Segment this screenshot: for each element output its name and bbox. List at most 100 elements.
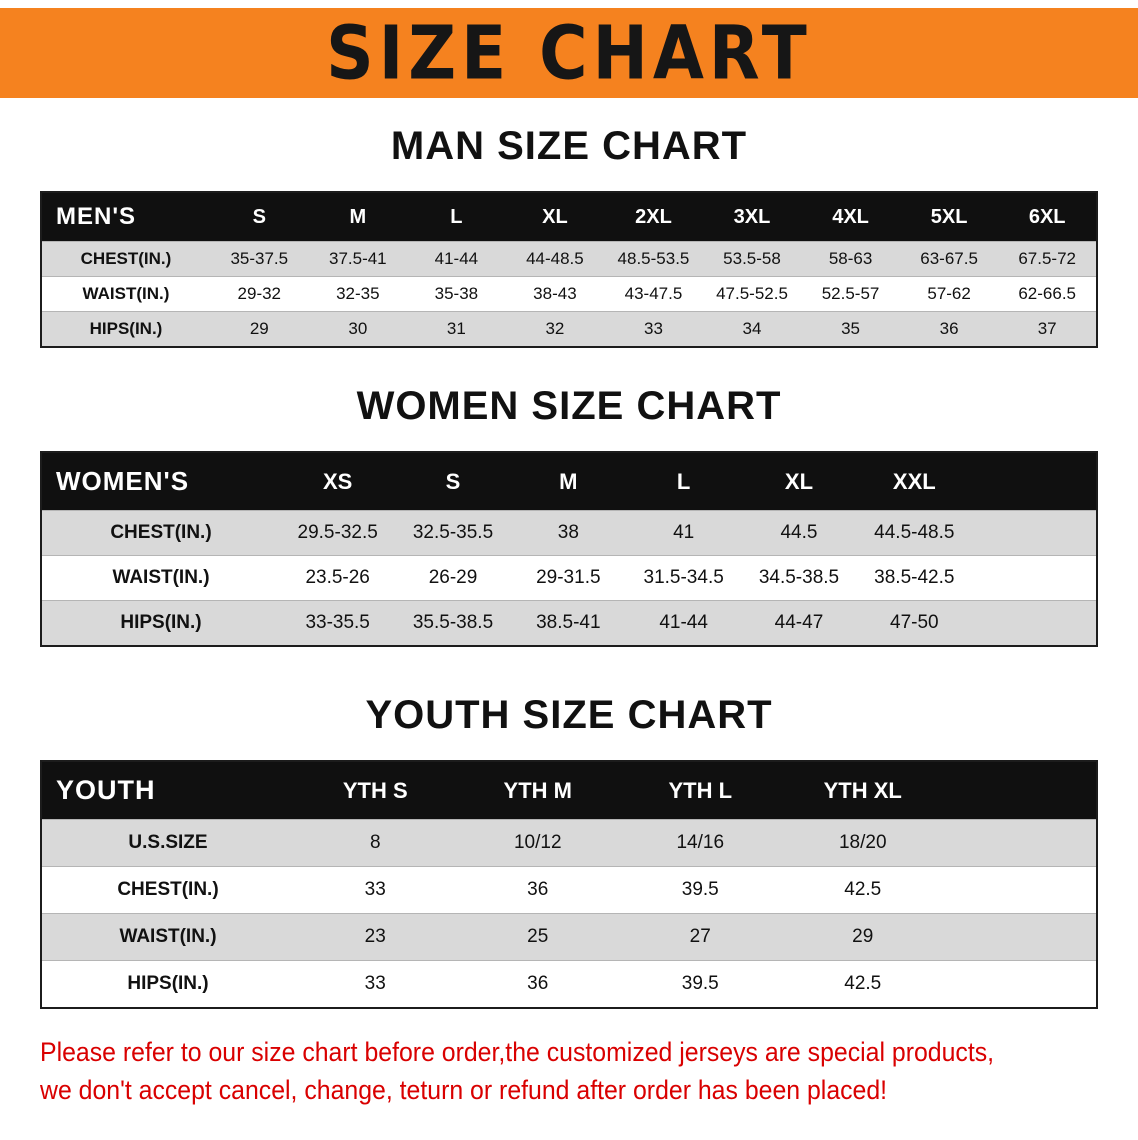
filler-cell [972,510,1097,556]
women-section-heading: WOMEN SIZE CHART [356,384,782,428]
measurement-row: HIPS(IN.) 29 30 31 32 33 34 35 36 37 [41,311,1097,347]
measurement-value: 32.5-35.5 [395,510,511,556]
measurement-value: 52.5-57 [801,276,900,312]
size-column-header: YTH XL [781,761,944,820]
measurement-row: HIPS(IN.) 33-35.5 35.5-38.5 38.5-41 41-44 44-… [41,600,1097,646]
measurement-value: 38 [510,510,626,556]
measurement-value: 63-67.5 [899,241,999,277]
measurement-value: 29.5-32.5 [280,510,396,556]
size-column-header: YTH S [294,761,457,820]
youth-section-heading: YOUTH SIZE CHART [365,693,773,737]
size-header-row: MEN'S S M L XL 2XL 3XL 4XL 5XL 6XL [41,192,1097,242]
filler-cell [944,866,1097,914]
size-chart-page: SIZE CHART MAN SIZE CHART MEN'S S M L XL 2XL 3… [0,8,1138,1110]
size-column-header: 3XL [702,192,802,242]
disclaimer-line-2: we don't accept cancel, change, teturn o… [40,1075,888,1106]
measurement-value: 34.5-38.5 [741,555,857,601]
measurement-label: WAIST(IN.) [41,913,294,961]
measurement-value: 8 [294,819,457,867]
measurement-label: U.S.SIZE [41,819,294,867]
measurement-value: 18/20 [781,819,944,867]
filler-cell [972,555,1097,601]
measurement-row: WAIST(IN.) 23.5-26 26-29 29-31.5 31.5-34.5 34… [41,555,1097,601]
disclaimer-line-1: Please refer to our size chart before or… [40,1037,995,1067]
measurement-value: 41-44 [407,241,506,277]
measurement-row: CHEST(IN.) 33 36 39.5 42.5 [41,866,1097,914]
youth-size-table: YOUTH YTH S YTH M YTH L YTH XL U.S.SIZE 8 10/12… [40,760,1098,1009]
measurement-row: WAIST(IN.) 23 25 27 29 [41,913,1097,961]
table-corner-label: MEN'S [41,192,210,242]
measurement-row: HIPS(IN.) 33 36 39.5 42.5 [41,960,1097,1008]
measurement-label: CHEST(IN.) [41,510,280,556]
size-column-header: M [510,452,626,511]
measurement-value: 30 [308,311,408,347]
size-header-row: YOUTH YTH S YTH M YTH L YTH XL [41,761,1097,820]
size-column-header: YTH M [456,761,619,820]
measurement-value: 36 [456,866,619,914]
measurement-value: 53.5-58 [702,241,802,277]
measurement-value: 35 [801,311,900,347]
size-column-header: 5XL [899,192,999,242]
measurement-value: 32 [505,311,605,347]
size-column-header: XL [741,452,857,511]
size-column-header: S [395,452,511,511]
measurement-value: 38-43 [505,276,605,312]
measurement-value: 44-47 [741,600,857,646]
measurement-value: 44.5 [741,510,857,556]
measurement-value: 37 [998,311,1097,347]
measurement-value: 33 [604,311,703,347]
measurement-value: 29-32 [210,276,309,312]
measurement-label: WAIST(IN.) [41,555,280,601]
size-column-header: L [625,452,742,511]
measurement-value: 27 [619,913,782,961]
measurement-value: 41 [625,510,742,556]
measurement-row: CHEST(IN.) 35-37.5 37.5-41 41-44 44-48.5 48.5… [41,241,1097,277]
measurement-value: 35-38 [407,276,506,312]
measurement-value: 57-62 [899,276,999,312]
table-corner-label: WOMEN'S [41,452,280,511]
measurement-row: U.S.SIZE 8 10/12 14/16 18/20 [41,819,1097,867]
measurement-value: 34 [702,311,802,347]
measurement-value: 58-63 [801,241,900,277]
measurement-value: 36 [456,960,619,1008]
measurement-value: 38.5-41 [510,600,626,646]
size-column-header: M [308,192,408,242]
measurement-label: HIPS(IN.) [41,311,210,347]
size-column-header: 2XL [604,192,703,242]
section-women: WOMEN SIZE CHART WOMEN'S XS S M L XL XXL CHEST(… [0,384,1138,647]
measurement-value: 42.5 [781,960,944,1008]
measurement-value: 29 [781,913,944,961]
section-men: MAN SIZE CHART MEN'S S M L XL 2XL 3XL 4XL 5XL 6XL… [0,124,1138,348]
measurement-label: CHEST(IN.) [41,866,294,914]
measurement-value: 29 [210,311,309,347]
measurement-value: 67.5-72 [998,241,1097,277]
size-column-header: 4XL [801,192,900,242]
measurement-row: CHEST(IN.) 29.5-32.5 32.5-35.5 38 41 44.5 44.5… [41,510,1097,556]
filler-cell [944,761,1097,820]
table-corner-label: YOUTH [41,761,294,820]
measurement-value: 44.5-48.5 [856,510,972,556]
measurement-value: 43-47.5 [604,276,703,312]
measurement-label: WAIST(IN.) [41,276,210,312]
measurement-value: 39.5 [619,866,782,914]
measurement-value: 23 [294,913,457,961]
filler-cell [944,913,1097,961]
measurement-value: 14/16 [619,819,782,867]
measurement-value: 37.5-41 [308,241,408,277]
measurement-value: 33 [294,960,457,1008]
measurement-value: 41-44 [625,600,742,646]
women-size-table: WOMEN'S XS S M L XL XXL CHEST(IN.) 29.5-32.5 32.5… [40,451,1098,647]
measurement-value: 32-35 [308,276,408,312]
size-column-header: XL [505,192,605,242]
measurement-value: 38.5-42.5 [856,555,972,601]
measurement-label: HIPS(IN.) [41,600,280,646]
measurement-value: 35-37.5 [210,241,309,277]
measurement-value: 31 [407,311,506,347]
measurement-row: WAIST(IN.) 29-32 32-35 35-38 38-43 43-47.5 47.… [41,276,1097,312]
measurement-value: 44-48.5 [505,241,605,277]
banner: SIZE CHART [0,8,1138,98]
measurement-value: 48.5-53.5 [604,241,703,277]
measurement-value: 42.5 [781,866,944,914]
measurement-label: CHEST(IN.) [41,241,210,277]
measurement-value: 62-66.5 [998,276,1097,312]
